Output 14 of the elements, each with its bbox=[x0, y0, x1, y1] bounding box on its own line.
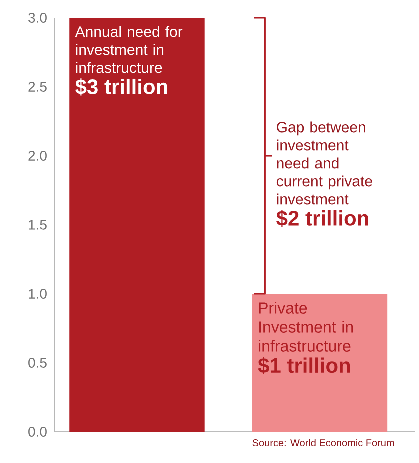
annotation: Gap between investment need and current private investment bbox=[276, 122, 372, 205]
y-tick-label: 0.0 bbox=[28, 427, 47, 437]
annotation: $2 trillion bbox=[276, 210, 368, 228]
annotation: Annual need for investment in infrastructure bbox=[75, 26, 183, 74]
y-tick-label: 1.5 bbox=[29, 220, 47, 230]
data-label: $1 trillion bbox=[258, 357, 350, 374]
y-tick-label: 1.0 bbox=[29, 289, 47, 299]
source-note: Source: World Economic Forum bbox=[252, 439, 394, 447]
data-label: $3 trillion bbox=[76, 78, 168, 96]
y-tick-label: 2.5 bbox=[28, 82, 47, 92]
y-tick-label: 2.0 bbox=[28, 151, 47, 161]
annotation: Private Investment in infrastructure bbox=[259, 302, 354, 352]
y-tick-label: 3.0 bbox=[28, 13, 47, 23]
y-tick-label: 0.5 bbox=[28, 358, 47, 368]
